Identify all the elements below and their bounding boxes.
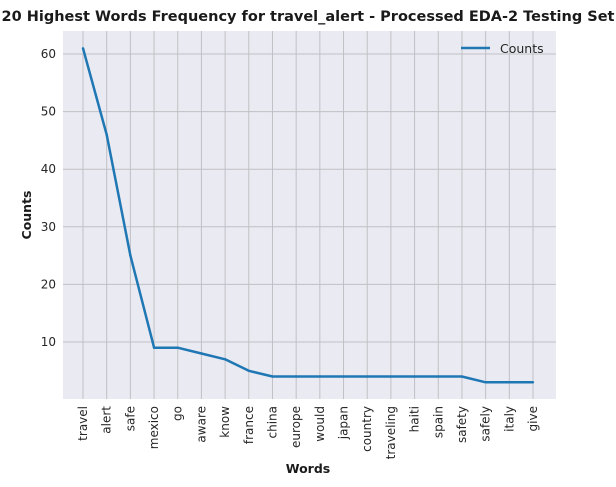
data-point	[105, 133, 108, 136]
x-tick-label: give	[526, 406, 540, 431]
x-tick-label: japan	[337, 406, 351, 440]
x-tick-label: france	[242, 406, 256, 444]
y-axis-title: Counts	[19, 191, 34, 240]
y-axis-ticks: 10 20 30 40 50 60	[41, 47, 56, 349]
x-tick-label: spain	[431, 406, 445, 438]
x-tick-label: haiti	[408, 406, 422, 432]
grid-lines	[63, 31, 556, 399]
data-point	[81, 47, 85, 50]
y-tick-label: 20	[41, 277, 56, 291]
data-point	[437, 375, 440, 378]
chart-title: 20 Highest Words Frequency for travel_al…	[2, 9, 615, 25]
data-point	[460, 375, 464, 378]
data-point	[318, 375, 322, 378]
data-point	[223, 358, 227, 361]
x-tick-label: europe	[289, 406, 303, 448]
y-tick-label: 40	[41, 162, 56, 176]
x-tick-label: italy	[502, 406, 516, 432]
x-tick-label: go	[171, 406, 185, 421]
x-tick-label: alert	[100, 406, 114, 434]
data-point	[176, 346, 179, 349]
x-tick-label: mexico	[147, 406, 161, 449]
x-tick-label: china	[265, 406, 279, 439]
plot-area	[63, 31, 556, 399]
x-tick-label: country	[360, 406, 374, 452]
x-tick-label: safety	[455, 406, 469, 443]
legend-label: Counts	[500, 41, 544, 56]
series-layer	[81, 47, 535, 384]
x-axis-title: Words	[286, 461, 330, 476]
data-point	[531, 381, 535, 384]
y-tick-label: 60	[41, 47, 56, 61]
x-tick-label: know	[218, 406, 232, 438]
y-tick-label: 10	[41, 335, 56, 349]
data-point	[508, 381, 511, 384]
x-tick-label: traveling	[384, 406, 398, 459]
y-tick-label: 50	[41, 105, 56, 119]
x-tick-label: safely	[479, 406, 493, 442]
data-point	[389, 375, 393, 378]
x-tick-label: safe	[123, 406, 137, 431]
data-point	[366, 375, 369, 378]
legend: Counts	[461, 41, 544, 56]
series-line-counts	[81, 47, 533, 384]
data-point	[247, 369, 250, 372]
x-axis-ticks: travel alert safe mexico go aware know france ch…	[76, 406, 540, 460]
data-point	[294, 375, 298, 378]
x-tick-label: aware	[194, 406, 208, 443]
data-point	[200, 352, 203, 355]
data-point	[413, 375, 416, 378]
x-tick-label: would	[313, 406, 327, 442]
data-point	[484, 381, 487, 384]
y-tick-label: 30	[41, 220, 56, 234]
data-point	[342, 375, 345, 378]
data-point	[271, 375, 274, 378]
x-tick-label: travel	[76, 406, 90, 441]
data-point	[152, 346, 156, 349]
data-point	[129, 254, 132, 257]
